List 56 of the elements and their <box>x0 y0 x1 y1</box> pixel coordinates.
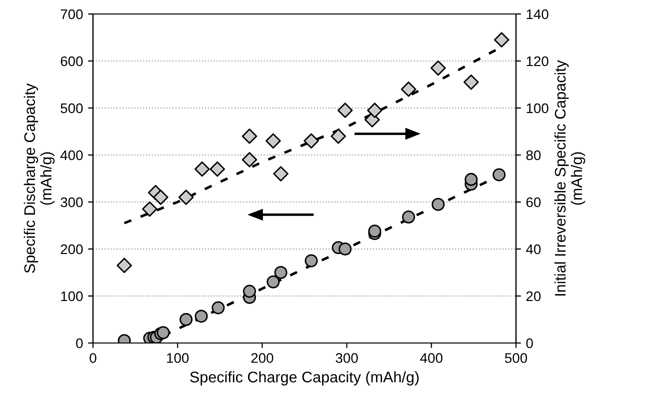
point <box>178 190 194 205</box>
x-axis-title: Specific Charge Capacity (mAh/g) <box>190 371 419 386</box>
point <box>142 201 158 217</box>
point <box>430 60 446 76</box>
x-tick-label: 200 <box>251 353 274 363</box>
point <box>402 210 416 224</box>
point <box>274 266 288 280</box>
point <box>116 258 132 274</box>
point <box>212 301 225 314</box>
point <box>210 161 225 177</box>
point <box>464 74 479 90</box>
y2-tick-label: 100 <box>526 103 548 114</box>
x-tick-label: 400 <box>420 353 442 363</box>
y-tick-label: 0 <box>76 338 83 348</box>
point <box>337 102 353 118</box>
point <box>156 326 170 340</box>
y2-tick-label: 40 <box>526 244 541 254</box>
point <box>180 312 193 326</box>
point <box>338 242 352 256</box>
point <box>432 198 445 211</box>
point <box>464 172 478 186</box>
y2-tick-label: 60 <box>526 197 541 208</box>
point <box>266 133 281 149</box>
point <box>367 102 382 118</box>
point <box>494 32 510 48</box>
y-tick-label: 100 <box>61 291 83 302</box>
y-tick-label: 500 <box>60 103 83 114</box>
y2-tick-label: 120 <box>526 56 548 66</box>
y2-tick-label: 20 <box>526 291 541 302</box>
y2-tick-label: 80 <box>526 150 541 160</box>
point <box>492 168 506 182</box>
y-tick-label: 700 <box>60 9 83 20</box>
point <box>194 310 208 323</box>
y-tick-label: 200 <box>60 244 83 254</box>
point <box>304 133 319 149</box>
point <box>242 128 258 144</box>
point <box>304 254 318 268</box>
y2-tick-label: 140 <box>526 9 548 20</box>
y2-axis-title: Initial Irreversible Specific Capacity (mAh/g) <box>554 60 586 296</box>
x-tick-label: 500 <box>504 353 528 363</box>
point <box>243 284 256 298</box>
point <box>153 190 168 205</box>
point <box>194 161 210 177</box>
y-tick-label: 600 <box>60 56 83 66</box>
y-tick-label: 300 <box>60 197 83 208</box>
point <box>242 152 258 168</box>
y-axis-title: Specific Discharge Capacity (mAh/g) <box>24 83 55 273</box>
point <box>400 82 416 97</box>
y-tick-label: 400 <box>60 150 83 160</box>
point <box>273 166 288 182</box>
point <box>330 128 346 144</box>
x-tick-label: 100 <box>167 353 189 363</box>
x-tick-label: 300 <box>336 353 358 363</box>
y2-tick-label: 0 <box>526 338 533 348</box>
point <box>266 275 280 288</box>
x-tick-label: 0 <box>90 353 96 363</box>
